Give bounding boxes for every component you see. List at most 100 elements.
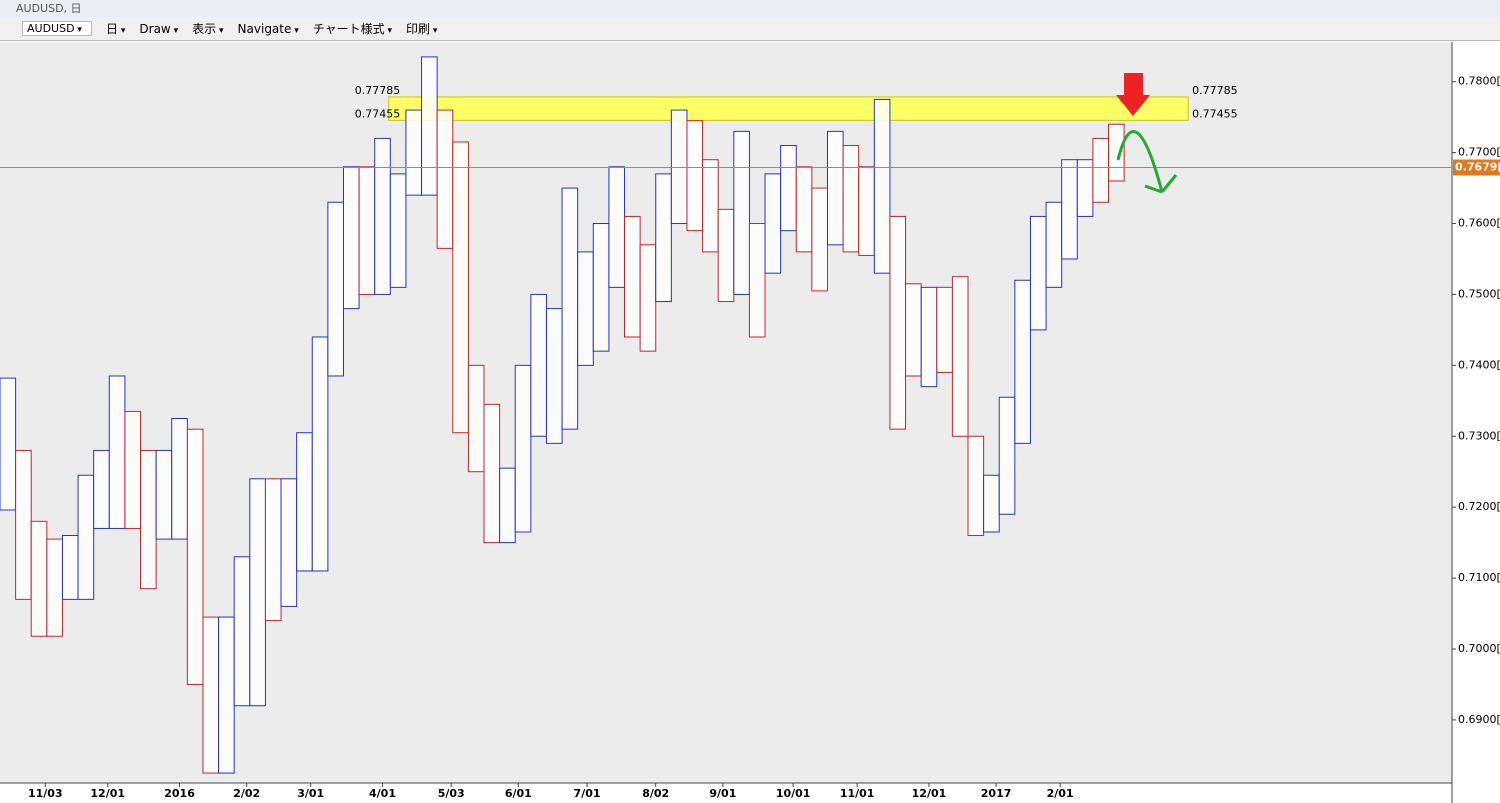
weekly-box: [186, 428, 204, 685]
y-tick-label: 0.7200[0: [1458, 500, 1500, 513]
weekly-box: [951, 276, 969, 437]
weekly-box: [655, 173, 672, 303]
x-tick-label: 10/01: [776, 787, 811, 800]
y-tick-label: 0.7300[0: [1458, 429, 1500, 442]
x-tick-label: 8/02: [642, 787, 669, 800]
weekly-box: [46, 538, 63, 637]
weekly-box: [311, 336, 329, 572]
x-tick-label: 2016: [164, 787, 195, 800]
y-tick-label: 0.7700[0: [1458, 146, 1500, 159]
weekly-box: [998, 396, 1016, 515]
weekly-box: [499, 467, 516, 544]
resistance-zone: [388, 96, 1189, 121]
price-label-bg: [1453, 159, 1500, 176]
weekly-box: [171, 418, 188, 540]
price-label: 0.7679[: [1455, 161, 1500, 174]
symbol-select[interactable]: AUDUSD: [22, 21, 92, 36]
weekly-box: [1076, 159, 1094, 217]
weekly-box: [826, 130, 844, 246]
weekly-box: [842, 145, 860, 253]
timeframe-select[interactable]: 日: [106, 20, 125, 37]
y-tick-label: 0.7600[0: [1458, 217, 1500, 230]
x-tick-label: 2/02: [233, 787, 260, 800]
weekly-box: [1061, 159, 1078, 260]
weekly-box: [342, 166, 360, 310]
weekly-box: [733, 130, 750, 295]
weekly-box: [467, 364, 485, 473]
y-tick-label: 0.7100[0: [1458, 571, 1500, 584]
y-tick-label: 0.7000[0: [1458, 642, 1500, 655]
toolbar-item[interactable]: 表示: [192, 20, 223, 37]
weekly-box: [795, 166, 813, 253]
zone-label: 0.77785: [355, 84, 401, 97]
weekly-box: [108, 375, 126, 529]
weekly-box: [436, 109, 454, 249]
toolbar-item[interactable]: 印刷: [406, 20, 437, 37]
weekly-box: [624, 215, 641, 338]
weekly-box: [405, 109, 423, 196]
weekly-box: [124, 410, 142, 529]
toolbar: AUDUSD 日 Draw 表示 Navigate チャート様式 印刷: [0, 17, 1500, 41]
weekly-box: [61, 535, 79, 600]
x-tick-label: 12/01: [90, 787, 125, 800]
weekly-box: [264, 478, 282, 622]
weekly-box: [686, 120, 704, 232]
x-tick-label: 12/01: [912, 787, 947, 800]
green-arrow: [1116, 130, 1178, 194]
red-arrow: [1116, 73, 1150, 116]
weekly-box: [936, 286, 953, 373]
weekly-box: [1108, 123, 1125, 182]
weekly-box: [639, 244, 657, 352]
x-tick-label: 4/01: [369, 787, 396, 800]
x-tick-label: 9/01: [709, 787, 736, 800]
x-tick-label: 11/03: [28, 787, 63, 800]
weekly-box: [421, 56, 438, 196]
weekly-box: [77, 474, 95, 600]
x-tick-label: 3/01: [297, 787, 324, 800]
weekly-box: [202, 616, 220, 774]
weekly-box: [983, 474, 1000, 533]
weekly-box: [1029, 215, 1047, 331]
weekly-box: [233, 556, 251, 707]
weekly-box: [858, 166, 875, 256]
x-tick-label: 2/01: [1047, 787, 1074, 800]
weekly-box: [358, 166, 376, 295]
weekly-box: [1014, 279, 1031, 444]
zone-label: 0.77455: [1192, 107, 1238, 120]
zone-label: 0.77455: [355, 107, 401, 120]
x-tick-label: 5/03: [438, 787, 465, 800]
weekly-box: [670, 109, 688, 225]
weekly-box: [389, 173, 407, 288]
weekly-box: [0, 377, 17, 511]
weekly-box: [30, 520, 48, 637]
weekly-box: [249, 478, 266, 707]
weekly-box: [280, 478, 298, 607]
toolbar-item[interactable]: Draw: [139, 22, 178, 36]
window-title: AUDUSD, 日: [16, 2, 82, 15]
weekly-box: [920, 286, 938, 388]
weekly-box: [452, 141, 469, 434]
weekly-box: [514, 364, 532, 533]
weekly-box: [155, 449, 173, 540]
weekly-box: [483, 403, 501, 544]
weekly-box: [577, 251, 594, 366]
y-tick-label: 0.6900[0: [1458, 713, 1500, 726]
weekly-box: [748, 223, 766, 338]
weekly-box: [967, 435, 985, 537]
weekly-box: [296, 432, 313, 572]
x-tick-label: 11/01: [840, 787, 875, 800]
y-tick-label: 0.7800[0: [1458, 75, 1500, 88]
toolbar-item[interactable]: チャート様式: [313, 20, 392, 37]
toolbar-item[interactable]: Navigate: [238, 22, 299, 36]
weekly-box: [1092, 137, 1110, 203]
weekly-box: [780, 145, 797, 232]
y-tick-label: 0.7500[0: [1458, 287, 1500, 300]
weekly-box: [561, 187, 579, 430]
weekly-box: [545, 308, 563, 444]
weekly-box: [873, 98, 891, 274]
weekly-box: [15, 449, 32, 600]
weekly-box: [530, 293, 547, 437]
title-bar: AUDUSD, 日: [0, 0, 1500, 17]
